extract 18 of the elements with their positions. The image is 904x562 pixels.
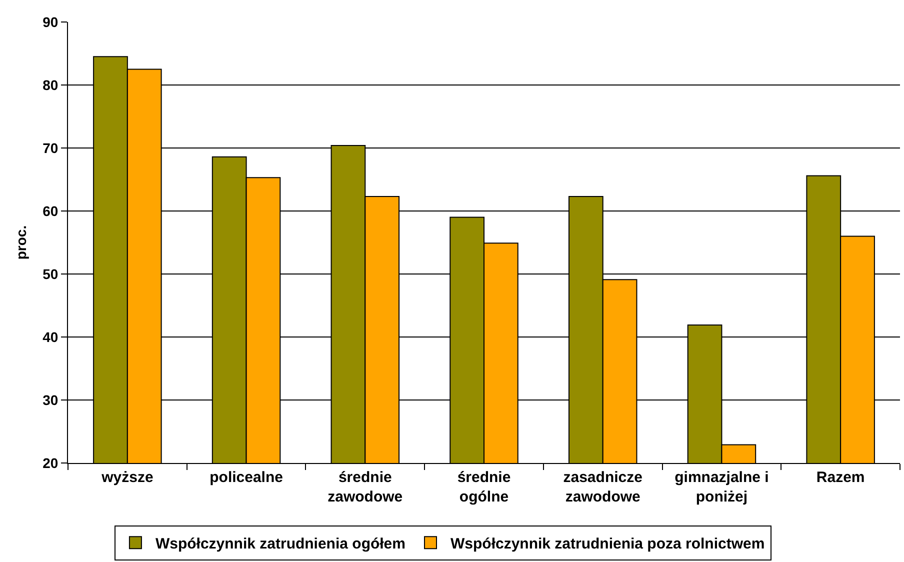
y-tick-label: 80 <box>42 76 58 93</box>
y-tick-label: 70 <box>42 140 58 156</box>
x-tick-label: gimnazjalne i poniżej <box>674 469 769 506</box>
x-tick-label: zasadnicze zawodowe <box>563 469 642 506</box>
x-tick-label: średnie zawodowe <box>328 469 403 506</box>
y-tick-label: 30 <box>42 392 58 408</box>
y-tick-label: 50 <box>42 266 58 282</box>
x-tick-label: wyższe <box>100 469 154 486</box>
x-tick-label: średnie ogólne <box>457 469 511 506</box>
y-tick-label: 20 <box>42 454 58 471</box>
x-tick-label: policealne <box>210 469 283 486</box>
legend-label: Współczynnik zatrudnienia poza rolnictwem <box>450 535 765 552</box>
x-tick-label: Razem <box>816 469 865 486</box>
y-axis-title: proc. <box>13 225 30 260</box>
y-tick-label: 40 <box>42 328 58 345</box>
legend-label: Współczynnik zatrudnienia ogółem <box>155 535 406 552</box>
y-tick-label: 60 <box>42 202 58 219</box>
y-tick-label: 90 <box>42 14 58 30</box>
